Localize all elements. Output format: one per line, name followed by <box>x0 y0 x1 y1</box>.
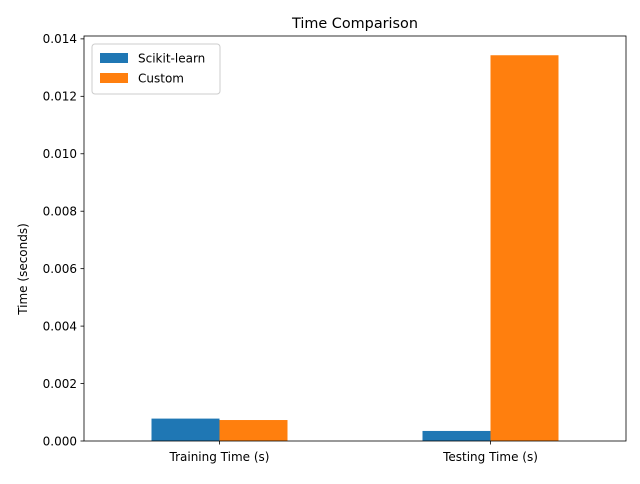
legend-label: Scikit-learn <box>138 52 205 66</box>
legend-swatch <box>100 73 128 83</box>
bar-scikit-learn-1 <box>422 430 491 441</box>
x-tick-label: Testing Time (s) <box>442 450 538 464</box>
y-tick-label: 0.000 <box>43 434 77 448</box>
bars-layer <box>151 55 559 441</box>
legend-label: Custom <box>138 72 184 86</box>
y-tick-label: 0.004 <box>43 319 77 333</box>
y-tick-label: 0.006 <box>43 262 77 276</box>
legend: Scikit-learn Custom <box>91 43 221 95</box>
y-axis-label: Time (seconds) <box>16 223 30 316</box>
bar-custom-1 <box>490 55 559 441</box>
y-tick-label: 0.008 <box>43 205 77 219</box>
legend-swatch <box>100 53 128 63</box>
y-tick-label: 0.002 <box>43 377 77 391</box>
y-tick-label: 0.012 <box>43 90 77 104</box>
ticks-layer: Training Time (s) Testing Time (s) 0.000 0.… <box>43 32 538 464</box>
bar-custom-0 <box>219 420 288 441</box>
x-tick-label: Training Time (s) <box>169 450 270 464</box>
y-tick-label: 0.014 <box>43 32 77 46</box>
y-tick-label: 0.010 <box>43 147 77 161</box>
bar-scikit-learn-0 <box>151 418 220 441</box>
plot-frame <box>83 35 627 442</box>
chart-title: Time Comparison <box>291 16 418 32</box>
